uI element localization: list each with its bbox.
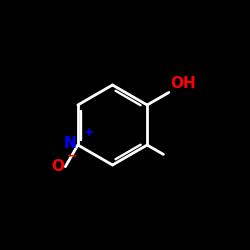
Text: +: +	[84, 126, 95, 139]
Text: N: N	[64, 136, 76, 151]
Text: OH: OH	[170, 76, 196, 91]
Text: O: O	[51, 159, 64, 174]
Text: −: −	[66, 150, 77, 163]
